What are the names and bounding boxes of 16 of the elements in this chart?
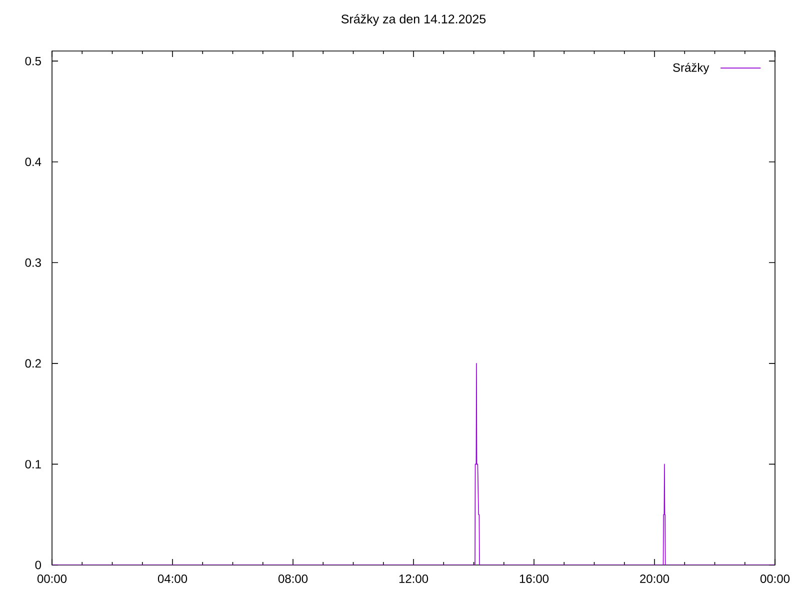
y-tick-label: 0.2 — [25, 359, 41, 368]
x-tick-label: 08:00 — [278, 574, 308, 584]
y-tick-label: 0.5 — [25, 56, 41, 66]
y-tick-label: 0 — [35, 560, 42, 570]
chart-title: Srážky za den 14.12.2025 — [341, 14, 486, 26]
line-series — [52, 363, 776, 565]
x-tick-label: 20:00 — [640, 574, 670, 584]
x-tick-label: 12:00 — [399, 574, 428, 584]
y-tick-label: 0.1 — [25, 460, 41, 468]
x-tick-label: 04:00 — [158, 574, 188, 584]
x-tick-label: 00:00 — [37, 574, 67, 584]
legend-label: Srážky — [673, 62, 710, 74]
x-tick-label: 16:00 — [520, 574, 549, 584]
x-tick-label: 00:00 — [760, 574, 790, 584]
y-tick-label: 0.3 — [25, 258, 41, 267]
y-tick-label: 0.4 — [25, 158, 42, 166]
